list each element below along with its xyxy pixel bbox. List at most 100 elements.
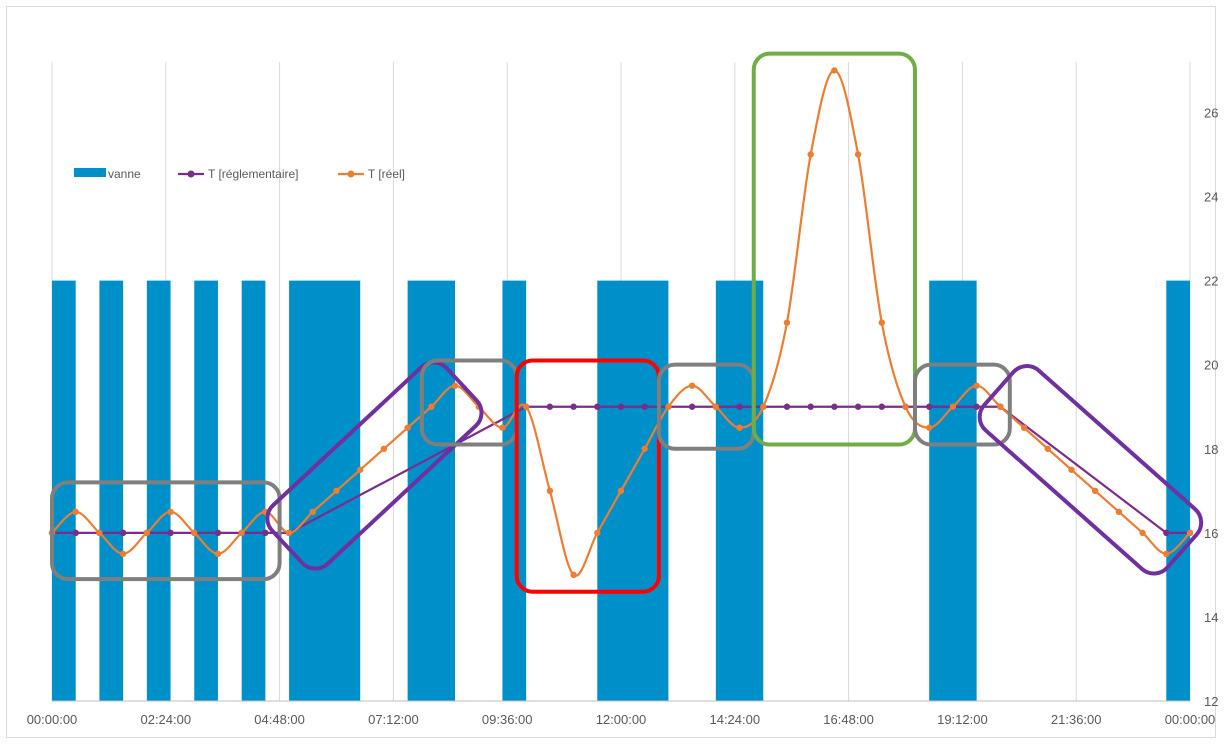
- legend-label: T [réel]: [368, 167, 405, 181]
- vanne-bar: [715, 280, 764, 701]
- point-reel: [1068, 466, 1075, 473]
- annotation-box: [912, 362, 1012, 447]
- point-reglementaire: [262, 529, 269, 537]
- point-reel: [499, 424, 506, 431]
- point-reel: [333, 487, 340, 495]
- point-reel: [760, 403, 767, 410]
- point-reel: [973, 382, 980, 389]
- legend-label: vanne: [108, 167, 141, 181]
- x-tick-label: 04:48:00: [254, 712, 305, 727]
- point-reel: [641, 445, 648, 452]
- x-tick-label: 02:24:00: [140, 712, 191, 727]
- point-reglementaire: [617, 403, 625, 410]
- point-reel: [119, 550, 127, 558]
- point-reel: [594, 529, 601, 537]
- point-reel: [807, 151, 814, 158]
- point-reel: [1186, 529, 1194, 537]
- y-tick-label: 18: [1204, 442, 1218, 457]
- point-reel: [428, 403, 435, 410]
- point-reel: [404, 424, 411, 431]
- y-tick-label: 20: [1204, 358, 1218, 373]
- point-reel: [1020, 424, 1028, 431]
- point-reel: [617, 487, 625, 495]
- y-tick-label: 24: [1204, 190, 1218, 205]
- chart-frame: [6, 6, 1216, 738]
- axes: 00:00:00 02:24:00 04:48:00 07:12:00 09:36:00…: [27, 105, 1219, 727]
- vanne-bar: [407, 280, 456, 701]
- point-reel: [997, 403, 1004, 410]
- point-reglementaire: [72, 529, 79, 537]
- point-reel: [214, 550, 222, 558]
- y-tick-label: 16: [1204, 526, 1218, 541]
- point-reglementaire: [570, 403, 577, 410]
- point-reglementaire: [167, 529, 174, 537]
- point-reglementaire: [878, 403, 885, 410]
- vanne-bars: [52, 280, 1190, 701]
- point-reel: [96, 529, 103, 537]
- x-tick-label: 07:12:00: [368, 712, 419, 727]
- point-reel: [143, 529, 151, 537]
- point-reel: [949, 403, 957, 410]
- vanne-bar: [1166, 280, 1190, 701]
- annotation-box-diagonal: [265, 360, 484, 571]
- point-reel: [854, 151, 862, 158]
- x-tick-label: 14:24:00: [709, 712, 760, 727]
- point-reglementaire: [594, 403, 601, 410]
- point-reel: [167, 508, 174, 516]
- point-reel: [1044, 445, 1051, 452]
- point-reel: [285, 529, 293, 537]
- x-tick-label: 00:00:00: [27, 712, 78, 727]
- y-tick-label: 12: [1204, 694, 1218, 709]
- point-reel: [546, 487, 554, 495]
- legend-swatch-vanne: [74, 168, 106, 177]
- annotation-box: [514, 358, 661, 594]
- point-reel: [831, 67, 838, 74]
- vanne-bar: [241, 280, 266, 701]
- point-reglementaire: [973, 403, 980, 410]
- legend-swatch-marker: [187, 170, 195, 178]
- point-reel: [570, 571, 577, 579]
- vanne-bar: [194, 280, 218, 701]
- x-tick-label: 09:36:00: [482, 712, 533, 727]
- x-tick-label: 00:00:00: [1165, 712, 1216, 727]
- point-reglementaire: [854, 403, 862, 410]
- annotation-box: [50, 480, 282, 582]
- x-tick-label: 19:12:00: [937, 712, 988, 727]
- point-reel: [357, 466, 364, 473]
- point-reglementaire: [546, 403, 554, 410]
- annotation-box-diagonal: [977, 364, 1204, 576]
- vanne-bar: [99, 280, 124, 701]
- legend-swatch-marker: [347, 170, 355, 178]
- vanne-bar: [502, 280, 527, 701]
- vanne-bar: [289, 280, 361, 701]
- point-reglementaire: [1163, 529, 1170, 537]
- y-tick-label: 26: [1204, 105, 1218, 120]
- point-reglementaire: [688, 403, 696, 410]
- point-reglementaire: [807, 403, 814, 410]
- vanne-bar: [146, 280, 171, 701]
- x-tick-label: 12:00:00: [596, 712, 647, 727]
- point-reel: [191, 529, 198, 537]
- point-reglementaire: [926, 403, 933, 410]
- x-tick-label: 16:48:00: [823, 712, 874, 727]
- point-reglementaire: [831, 403, 838, 410]
- point-reglementaire: [214, 529, 222, 537]
- point-reglementaire: [783, 403, 791, 410]
- annotation-box: [751, 51, 917, 447]
- point-reel: [1115, 508, 1123, 516]
- point-reel: [688, 382, 696, 389]
- point-reel: [380, 445, 388, 452]
- vanne-bar: [929, 280, 977, 701]
- point-reel: [1163, 550, 1170, 558]
- annotation-boxes: [50, 51, 1204, 594]
- point-reel: [451, 382, 459, 389]
- point-reglementaire: [736, 403, 743, 410]
- point-reel: [522, 403, 530, 410]
- y-tick-label: 22: [1204, 274, 1218, 289]
- y-tick-label: 14: [1204, 610, 1218, 625]
- series-line-reglementaire: [52, 405, 1190, 534]
- point-reel: [736, 424, 743, 431]
- point-reel: [1139, 529, 1146, 537]
- point-reglementaire: [641, 403, 648, 410]
